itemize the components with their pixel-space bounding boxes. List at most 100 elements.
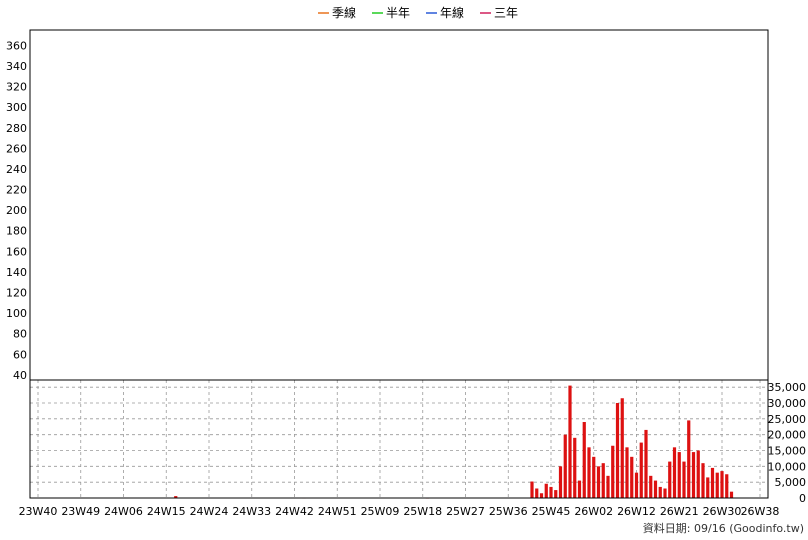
price-tick-label: 300 [6,101,27,114]
volume-bar [644,429,648,498]
price-tick-label: 120 [6,287,27,300]
volume-bar [544,483,548,498]
x-tick-label: 23W40 [19,505,58,518]
volume-tick-label: 20,000 [768,429,807,442]
volume-bar [563,434,567,498]
x-tick-label: 26W30 [703,505,742,518]
volume-bar [672,447,677,498]
volume-bar [725,474,729,498]
volume-tick-label: 25,000 [768,413,807,426]
legend-label: 半年 [386,6,410,20]
volume-bar [701,463,705,498]
volume-bar [634,472,639,498]
volume-tick-label: 30,000 [768,397,807,410]
volume-bar [606,475,610,498]
x-tick-label: 24W51 [318,505,357,518]
x-tick-label: 26W21 [660,505,699,518]
volume-bar [663,488,667,498]
volume-bar [592,456,596,498]
axes: 40 60 80 100 120 140 160 180 200 220 240 260 280 300 3… [6,29,807,505]
volume-tick-label: 35,000 [768,381,807,394]
volume-bar [729,491,734,498]
x-tick-label: 24W06 [104,505,143,518]
price-tick-label: 360 [6,39,27,52]
volume-bar [535,488,539,498]
volume-bar [611,445,615,498]
volume-bar [587,447,591,498]
x-tick-label: 25W27 [446,505,485,518]
volume-bar [582,422,586,498]
volume-tick-label: 15,000 [768,445,807,458]
price-tick-label: 280 [6,122,27,135]
volume-bar [710,467,715,498]
price-tick-label: 60 [13,348,27,361]
source-text: 資料日期: 09/16 (Goodinfo.tw) [643,521,804,535]
volume-bars [36,385,734,499]
volume-bar [530,481,534,498]
x-tick-label: 24W15 [147,505,186,518]
volume-bar [677,452,681,498]
legend-label: 季線 [332,5,356,20]
volume-bar [649,475,653,498]
volume-bar [558,466,563,498]
volume-bar [573,437,577,498]
volume-bar [720,471,724,498]
legend-label: 三年 [494,6,518,20]
volume-bar [639,442,643,498]
volume-bar [715,472,719,498]
volume-grid [30,380,768,498]
price-tick-label: 220 [6,184,27,197]
price-tick-label: 320 [6,81,27,94]
volume-bar [577,480,582,498]
volume-tick-label: 0 [799,492,806,505]
price-tick-label: 80 [13,328,27,341]
price-tick-label: 40 [13,369,27,382]
price-tick-label: 240 [6,163,27,176]
x-tick-label: 23W49 [61,505,100,518]
volume-bar [620,398,624,498]
volume-bar [630,456,634,498]
price-tick-label: 100 [6,307,27,320]
volume-bar [554,490,558,498]
price-tick-label: 200 [6,204,27,217]
volume-bar [615,403,620,498]
volume-bar [653,480,658,498]
volume-bar [549,486,553,498]
price-panel-frame [29,29,769,381]
volume-bar [539,493,544,498]
x-tick-label: 24W42 [275,505,314,518]
price-tick-label: 160 [6,245,27,258]
x-axis-labels: 23W40 23W49 24W06 24W15 24W24 24W33 24W42 24W51… [19,505,780,518]
x-tick-label: 25W36 [489,505,528,518]
volume-tick-label: 10,000 [768,460,807,473]
price-tick-label: 260 [6,142,27,155]
x-tick-label: 25W09 [361,505,400,518]
x-tick-label: 25W45 [532,505,571,518]
legend-label: 年線 [440,5,464,20]
legend: 季線 半年 年線 三年 [318,5,518,20]
price-tick-label: 340 [6,60,27,73]
volume-bar [706,477,710,498]
price-tick-label: 140 [6,266,27,279]
volume-bar [596,466,601,498]
x-tick-label: 26W38 [741,505,780,518]
x-tick-label: 24W24 [190,505,229,518]
volume-bar [658,486,662,498]
x-tick-label: 24W33 [232,505,271,518]
volume-tick-label: 5,000 [775,476,807,489]
volume-bar [568,385,572,498]
volume-bar [682,461,686,498]
volume-panel-frame [29,379,769,499]
volume-bar [174,496,178,498]
x-tick-label: 25W18 [403,505,442,518]
volume-bar [668,461,672,498]
x-tick-label: 26W12 [617,505,656,518]
volume-bar [687,420,691,498]
volume-bar [691,452,696,498]
volume-bar [696,450,700,498]
price-tick-label: 180 [6,225,27,238]
volume-bar [625,447,629,498]
x-tick-label: 26W02 [574,505,613,518]
volume-bar [601,463,605,498]
